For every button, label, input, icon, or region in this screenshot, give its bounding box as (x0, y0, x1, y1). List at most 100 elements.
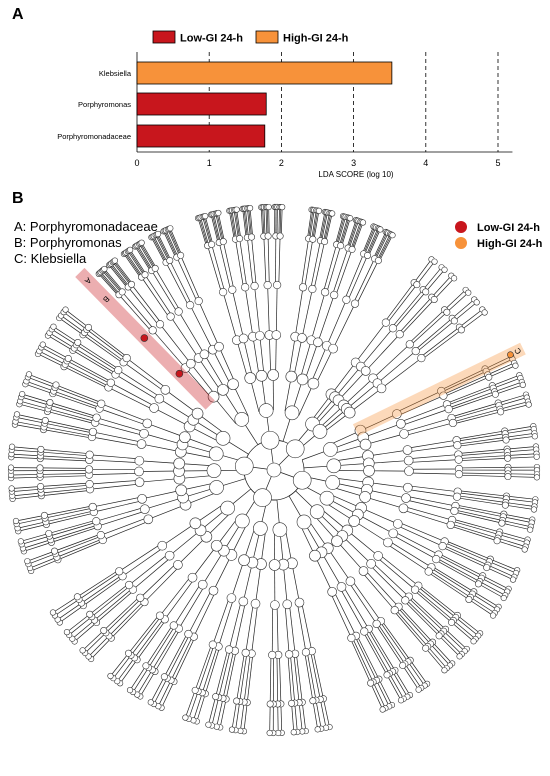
branch-line (324, 501, 355, 522)
taxon-node (359, 219, 367, 226)
cladogram-branches (11, 207, 538, 733)
taxon-node (284, 405, 300, 421)
branch-line (173, 583, 202, 626)
branch-line (76, 344, 118, 372)
branch-line (376, 233, 391, 261)
branch-line (26, 380, 54, 392)
taxon-node (402, 445, 413, 455)
branch-line (507, 449, 537, 453)
branch-line (427, 572, 470, 600)
taxon-node (519, 381, 526, 389)
branch-line (218, 598, 234, 647)
branch-line (129, 665, 147, 691)
branch-line (507, 476, 537, 478)
taxon-node (51, 547, 59, 555)
branch-line (231, 523, 248, 556)
x-tick-label-2: 2 (279, 158, 284, 168)
branch-line (284, 376, 292, 412)
branch-line (53, 390, 100, 408)
branch-line (366, 228, 379, 256)
taxon-node (214, 341, 224, 352)
taxon-node (8, 443, 16, 450)
branch-line (348, 582, 377, 625)
taxon-node (500, 594, 507, 602)
taxon-node (84, 465, 94, 474)
taxon-node (268, 650, 277, 660)
taxon-node (182, 714, 189, 721)
taxon-node (379, 706, 386, 713)
taxon-node (111, 257, 119, 264)
branch-line (430, 567, 473, 595)
branch-line (309, 210, 315, 239)
branch-line (442, 546, 487, 568)
branch-line (39, 350, 66, 365)
category-label-porphyromonas: Porphyromonas (78, 100, 131, 109)
taxon-node (169, 621, 178, 630)
branch-line (432, 641, 453, 664)
branch-line (25, 383, 53, 395)
branch-line (204, 216, 214, 245)
branch-line (231, 210, 237, 240)
taxon-node (435, 632, 443, 640)
branch-line (212, 349, 232, 386)
cladogram-nodes (7, 203, 541, 737)
branch-line (15, 515, 45, 522)
taxon-node (345, 576, 356, 587)
branch-line (351, 580, 382, 622)
branch-line (372, 562, 410, 597)
branch-line (506, 498, 536, 503)
bar-porphyromonadaceae (136, 124, 266, 148)
branch-line (260, 207, 264, 237)
branch-line (178, 311, 205, 355)
branch-line (452, 518, 500, 533)
branch-line (505, 428, 534, 434)
taxon-node (390, 606, 399, 615)
branch-line (116, 657, 135, 682)
branch-line (331, 444, 366, 455)
branch-line (236, 340, 249, 379)
branch-line (326, 245, 341, 293)
branch-line (497, 537, 526, 547)
branch-line (233, 210, 239, 239)
taxon-node (136, 593, 145, 602)
branch-line (239, 238, 248, 288)
branch-line (317, 294, 335, 343)
branch-line (100, 517, 148, 536)
taxon-node (296, 373, 309, 386)
taxon-node (483, 564, 491, 572)
taxon-node (209, 480, 224, 495)
taxon-node (208, 585, 219, 596)
taxon-node (101, 265, 108, 273)
cladogram-legend-label-1: High-GI 24-h (477, 238, 543, 250)
branch-line (185, 491, 219, 506)
taxon-node (174, 307, 183, 316)
branch-line (89, 479, 140, 485)
branch-line (332, 303, 356, 349)
branch-line (178, 585, 205, 629)
taxon-node (210, 539, 223, 552)
branch-line (367, 228, 380, 256)
taxon-node (220, 500, 235, 516)
branch-line (315, 700, 322, 729)
branch-line (110, 382, 156, 407)
taxon-node (298, 283, 308, 292)
branch-line (159, 324, 192, 364)
taxon-node (401, 596, 410, 605)
branch-line (140, 563, 177, 599)
taxon-node (238, 596, 249, 607)
branch-line (404, 600, 440, 637)
branch-line (296, 602, 307, 653)
key-entry-a: A: Porphyromonadaceae (14, 219, 158, 234)
taxon-node (502, 436, 510, 444)
taxon-node (330, 290, 339, 300)
branch-line (137, 244, 153, 271)
branch-line (410, 311, 448, 346)
branch-line (131, 284, 162, 324)
taxon-node (248, 233, 256, 241)
taxon-node (246, 204, 254, 212)
branch-line (395, 390, 442, 413)
branch-line (231, 289, 244, 339)
branch-line (351, 221, 363, 250)
branch-line (333, 477, 369, 483)
branch-line (105, 598, 142, 634)
